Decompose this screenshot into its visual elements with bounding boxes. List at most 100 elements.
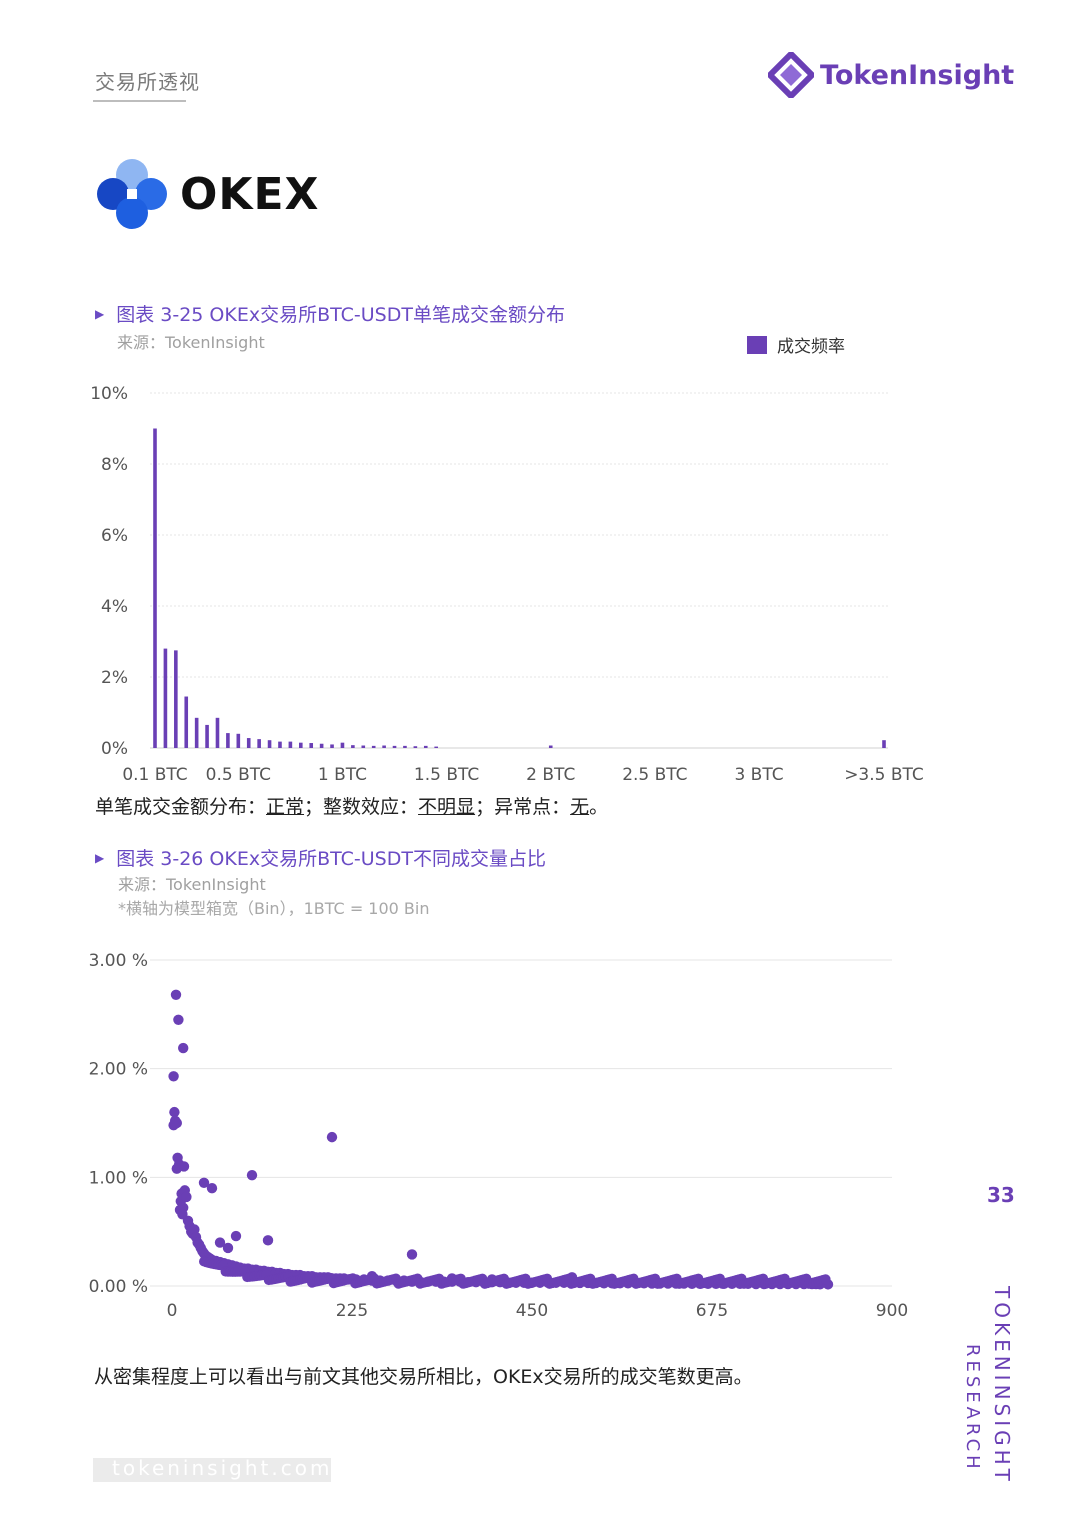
y-tick-label: 0.00 % [89,1277,148,1297]
bar [382,745,386,748]
x-tick-label: 0.5 BTC [206,765,271,785]
summary-prefix: 单笔成交金额分布： [95,796,267,818]
footer-url-bar [93,1458,331,1482]
bar [413,746,418,748]
bar [319,743,324,748]
figure2-note: *横轴为模型箱宽（Bin），1BTC = 100 Bin [118,899,430,918]
side-label-line1: TOKENINSIGHT [990,1286,1014,1485]
x-tick-label: >3.5 BTC [844,765,924,785]
section-tag: 交易所透视 [95,70,200,94]
brand-name: TokenInsight [820,59,1015,91]
scatter-point [170,989,182,1000]
scatter-point [169,1106,180,1118]
x-tick-label: 450 [516,1301,548,1321]
scatter-point [214,1237,226,1248]
page-number: 33 [987,1183,1015,1207]
bar [330,744,334,748]
scatter-point [181,1191,192,1203]
okex-wordmark: OKEX [180,168,320,220]
scatter-point [326,1131,338,1143]
figure2-source: 来源：TokenInsight [118,875,266,894]
scatter-point [168,1071,179,1082]
x-tick-label: 1 BTC [318,765,367,785]
bar [299,742,303,748]
summary-value-integer-effect: 不明显 [418,796,476,818]
scatter-point [406,1249,418,1260]
scatter-point [178,1042,189,1054]
summary-value-outliers: 无 [570,796,590,818]
conclusion-text: 从密集程度上可以看出与前文其他交易所相比，OKEx交易所的成交笔数更高。 [94,1366,753,1388]
scatter-point [173,1014,184,1025]
caret-right-icon: ▶ [95,306,105,321]
x-tick-label: 3 BTC [734,765,783,785]
y-tick-label: 10% [90,384,128,404]
bar [226,733,230,748]
scatter-point [262,1235,274,1246]
bar [194,717,199,748]
bar [309,743,314,748]
figure1-legend: 成交频率 [747,332,845,357]
bar [205,724,209,748]
x-tick-label: 0.1 BTC [122,765,187,785]
y-tick-label: 0% [101,739,128,759]
bar [434,746,438,748]
scatter-point [206,1183,218,1194]
bar [340,742,345,748]
scatter-point [222,1242,234,1254]
bar [246,738,251,748]
summary-sep1: ；整数效应： [304,796,419,818]
scatter-point [198,1177,210,1188]
y-tick-label: 1.00 % [89,1168,148,1188]
section-divider [93,100,186,102]
scatter-point [230,1230,242,1242]
bar [361,745,366,748]
okex-logo-icon [97,159,167,229]
figure2-title: 图表 3-26 OKEx交易所BTC-USDT不同成交量占比 [116,848,546,870]
scatter-point [168,1119,179,1131]
bar [371,745,376,748]
bar [267,740,272,748]
x-tick-label: 225 [336,1301,368,1321]
y-tick-label: 8% [101,455,128,475]
x-tick-label: 2 BTC [526,765,575,785]
x-tick-label: 1.5 BTC [414,765,479,785]
bar [351,745,355,748]
x-tick-label: 900 [876,1301,908,1321]
footer-url[interactable]: tokeninsight.com [112,1456,333,1480]
summary-sep2: ；异常点： [475,796,571,818]
bar [403,745,407,748]
bar [288,741,293,748]
scatter-chart: 0.00 % 1.00 % 2.00 % 3.00 % 0 225 450 675 900 [89,951,909,1321]
scatter-point [246,1169,258,1181]
bar-chart: 0% 2% 4% 6% 8% 10% 0.1 BTC 0.5 BTC 1 BTC 1.5 BTC 2… [90,384,924,785]
brand-logo: TokenInsight [768,50,1014,100]
okex-logo: OKEX [94,156,319,232]
figure2-title-row: ▶ 图表 3-26 OKEx交易所BTC-USDT不同成交量占比 [95,844,546,871]
side-label-line2: RESEARCH [962,1344,983,1473]
bar [184,696,189,748]
bar [174,650,178,748]
bar [392,745,397,748]
x-tick-label: 675 [696,1301,728,1321]
y-tick-label: 2.00 % [89,1060,148,1080]
y-tick-label: 3.00 % [89,951,148,971]
y-tick-label: 2% [101,668,128,688]
legend-label: 成交频率 [777,337,845,357]
figure1-title-row: ▶ 图表 3-25 OKEx交易所BTC-USDT单笔成交金额分布 [95,300,565,327]
bar [163,648,168,748]
bar [882,740,886,748]
scatter-point [820,1274,831,1285]
y-tick-label: 6% [101,526,128,546]
summary-end: 。 [589,796,609,818]
bar [153,428,157,748]
bar [423,745,428,748]
y-tick-label: 4% [101,597,128,617]
figure1-title: 图表 3-25 OKEx交易所BTC-USDT单笔成交金额分布 [116,304,565,326]
caret-right-icon: ▶ [95,850,105,865]
legend-swatch [747,335,767,354]
bar [236,733,241,748]
bar [278,741,282,748]
bar [257,739,261,748]
bar [215,717,220,748]
figure1-source: 来源：TokenInsight [117,333,265,352]
